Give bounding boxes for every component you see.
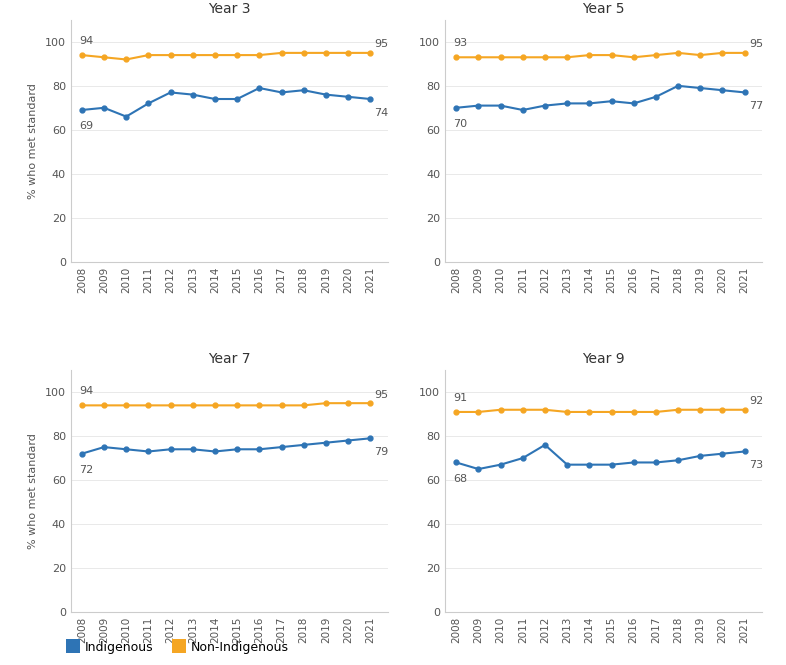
- Title: Year 5: Year 5: [582, 2, 625, 16]
- Legend: Indigenous, Non-Indigenous: Indigenous, Non-Indigenous: [61, 636, 294, 659]
- Text: 70: 70: [454, 119, 468, 129]
- Title: Year 9: Year 9: [582, 352, 625, 366]
- Y-axis label: % who met standard: % who met standard: [28, 83, 38, 199]
- Text: 72: 72: [79, 465, 94, 475]
- Text: 68: 68: [454, 474, 468, 484]
- Text: 95: 95: [374, 390, 388, 400]
- Text: 95: 95: [749, 39, 763, 49]
- Text: 73: 73: [749, 460, 763, 470]
- Text: 92: 92: [749, 396, 763, 406]
- Title: Year 3: Year 3: [208, 2, 251, 16]
- Text: 69: 69: [79, 122, 94, 132]
- Title: Year 7: Year 7: [208, 352, 251, 366]
- Text: 91: 91: [454, 393, 468, 403]
- Text: 94: 94: [79, 386, 94, 396]
- Text: 79: 79: [374, 447, 389, 457]
- Text: 94: 94: [79, 36, 94, 46]
- Text: 74: 74: [374, 108, 389, 118]
- Text: 77: 77: [749, 101, 763, 111]
- Text: 95: 95: [374, 39, 388, 49]
- Y-axis label: % who met standard: % who met standard: [28, 433, 38, 549]
- Text: 93: 93: [454, 38, 468, 48]
